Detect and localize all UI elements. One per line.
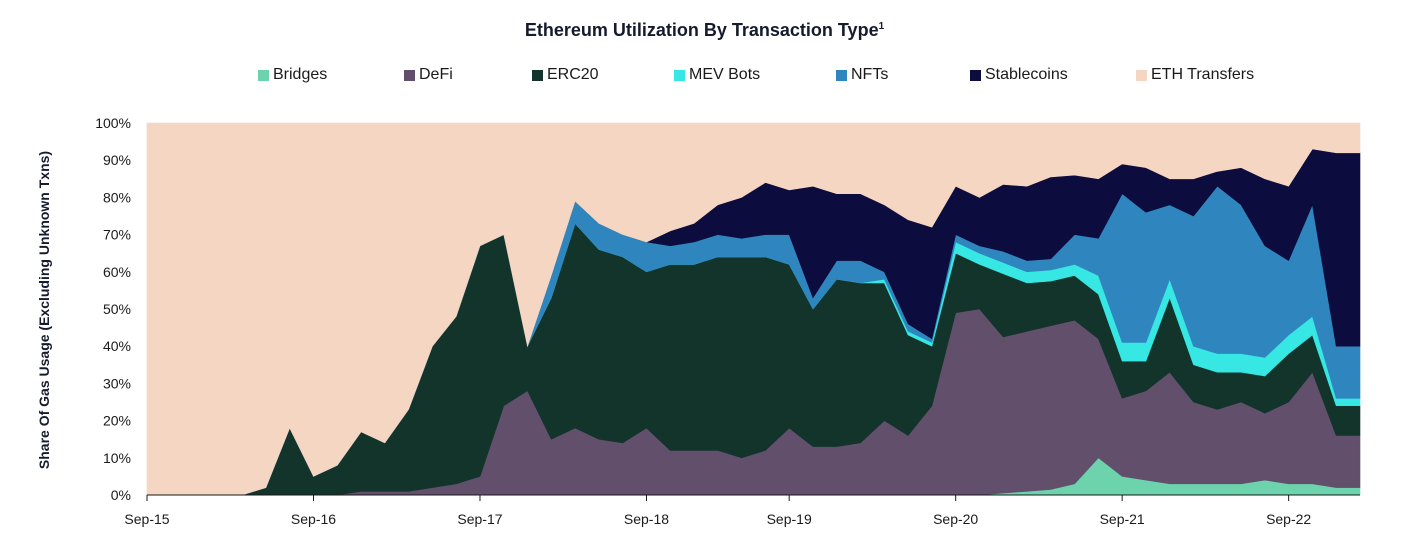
legend-item: ERC20	[532, 66, 599, 84]
legend-swatch	[258, 69, 269, 81]
legend-swatch	[1136, 69, 1147, 81]
x-tick-label: Sep-21	[1100, 511, 1145, 527]
area-series	[146, 122, 1361, 496]
x-tick-label: Sep-18	[624, 511, 669, 527]
x-tick-label: Sep-15	[124, 511, 169, 527]
legend-label: ETH Transfers	[1151, 66, 1255, 83]
y-tick-label: 60%	[103, 264, 131, 280]
legend-item: ETH Transfers	[1136, 66, 1254, 84]
y-tick-label: 20%	[103, 413, 131, 429]
y-tick-label: 90%	[103, 152, 131, 168]
y-tick-label: 100%	[95, 115, 131, 131]
y-tick-label: 70%	[103, 227, 131, 243]
legend-item: Bridges	[258, 66, 327, 84]
legend-swatch	[674, 69, 685, 81]
legend-swatch	[836, 69, 847, 81]
legend-label: ERC20	[547, 66, 599, 83]
legend-swatch	[970, 69, 981, 81]
y-tick-label: 0%	[111, 487, 131, 503]
y-tick-label: 80%	[103, 189, 131, 205]
legend-item: DeFi	[404, 66, 453, 84]
x-tick-label: Sep-22	[1266, 511, 1311, 527]
chart-legend: Bridges DeFi ERC20 MEV Bots NFTs Stablecoins E…	[0, 66, 1409, 88]
x-tick-label: Sep-16	[291, 511, 336, 527]
y-tick-label: 10%	[103, 450, 131, 466]
chart-title: Ethereum Utilization By Transaction Type…	[524, 20, 885, 40]
legend-label: Stablecoins	[985, 66, 1068, 83]
x-tick-label: Sep-20	[933, 511, 978, 527]
legend-label: NFTs	[851, 66, 889, 83]
legend-swatch	[532, 69, 543, 81]
x-tick-label: Sep-17	[457, 511, 502, 527]
legend-swatch	[404, 69, 415, 81]
legend-item: NFTs	[836, 66, 888, 84]
y-tick-label: 40%	[103, 338, 131, 354]
legend-label: Bridges	[273, 66, 328, 83]
legend-item: Stablecoins	[970, 66, 1068, 84]
legend-label: DeFi	[419, 66, 453, 83]
chart-areas	[146, 122, 1361, 496]
chart-axes: 0% 10% 20% 30% 40% 50% 60% 70% 80% 90% 100% Sep-15 S…	[95, 115, 1360, 527]
y-tick-label: 50%	[103, 301, 131, 317]
y-tick-label: 30%	[103, 375, 131, 391]
x-tick-label: Sep-19	[767, 511, 812, 527]
legend-label: MEV Bots	[689, 66, 761, 83]
legend-item: MEV Bots	[674, 66, 760, 84]
